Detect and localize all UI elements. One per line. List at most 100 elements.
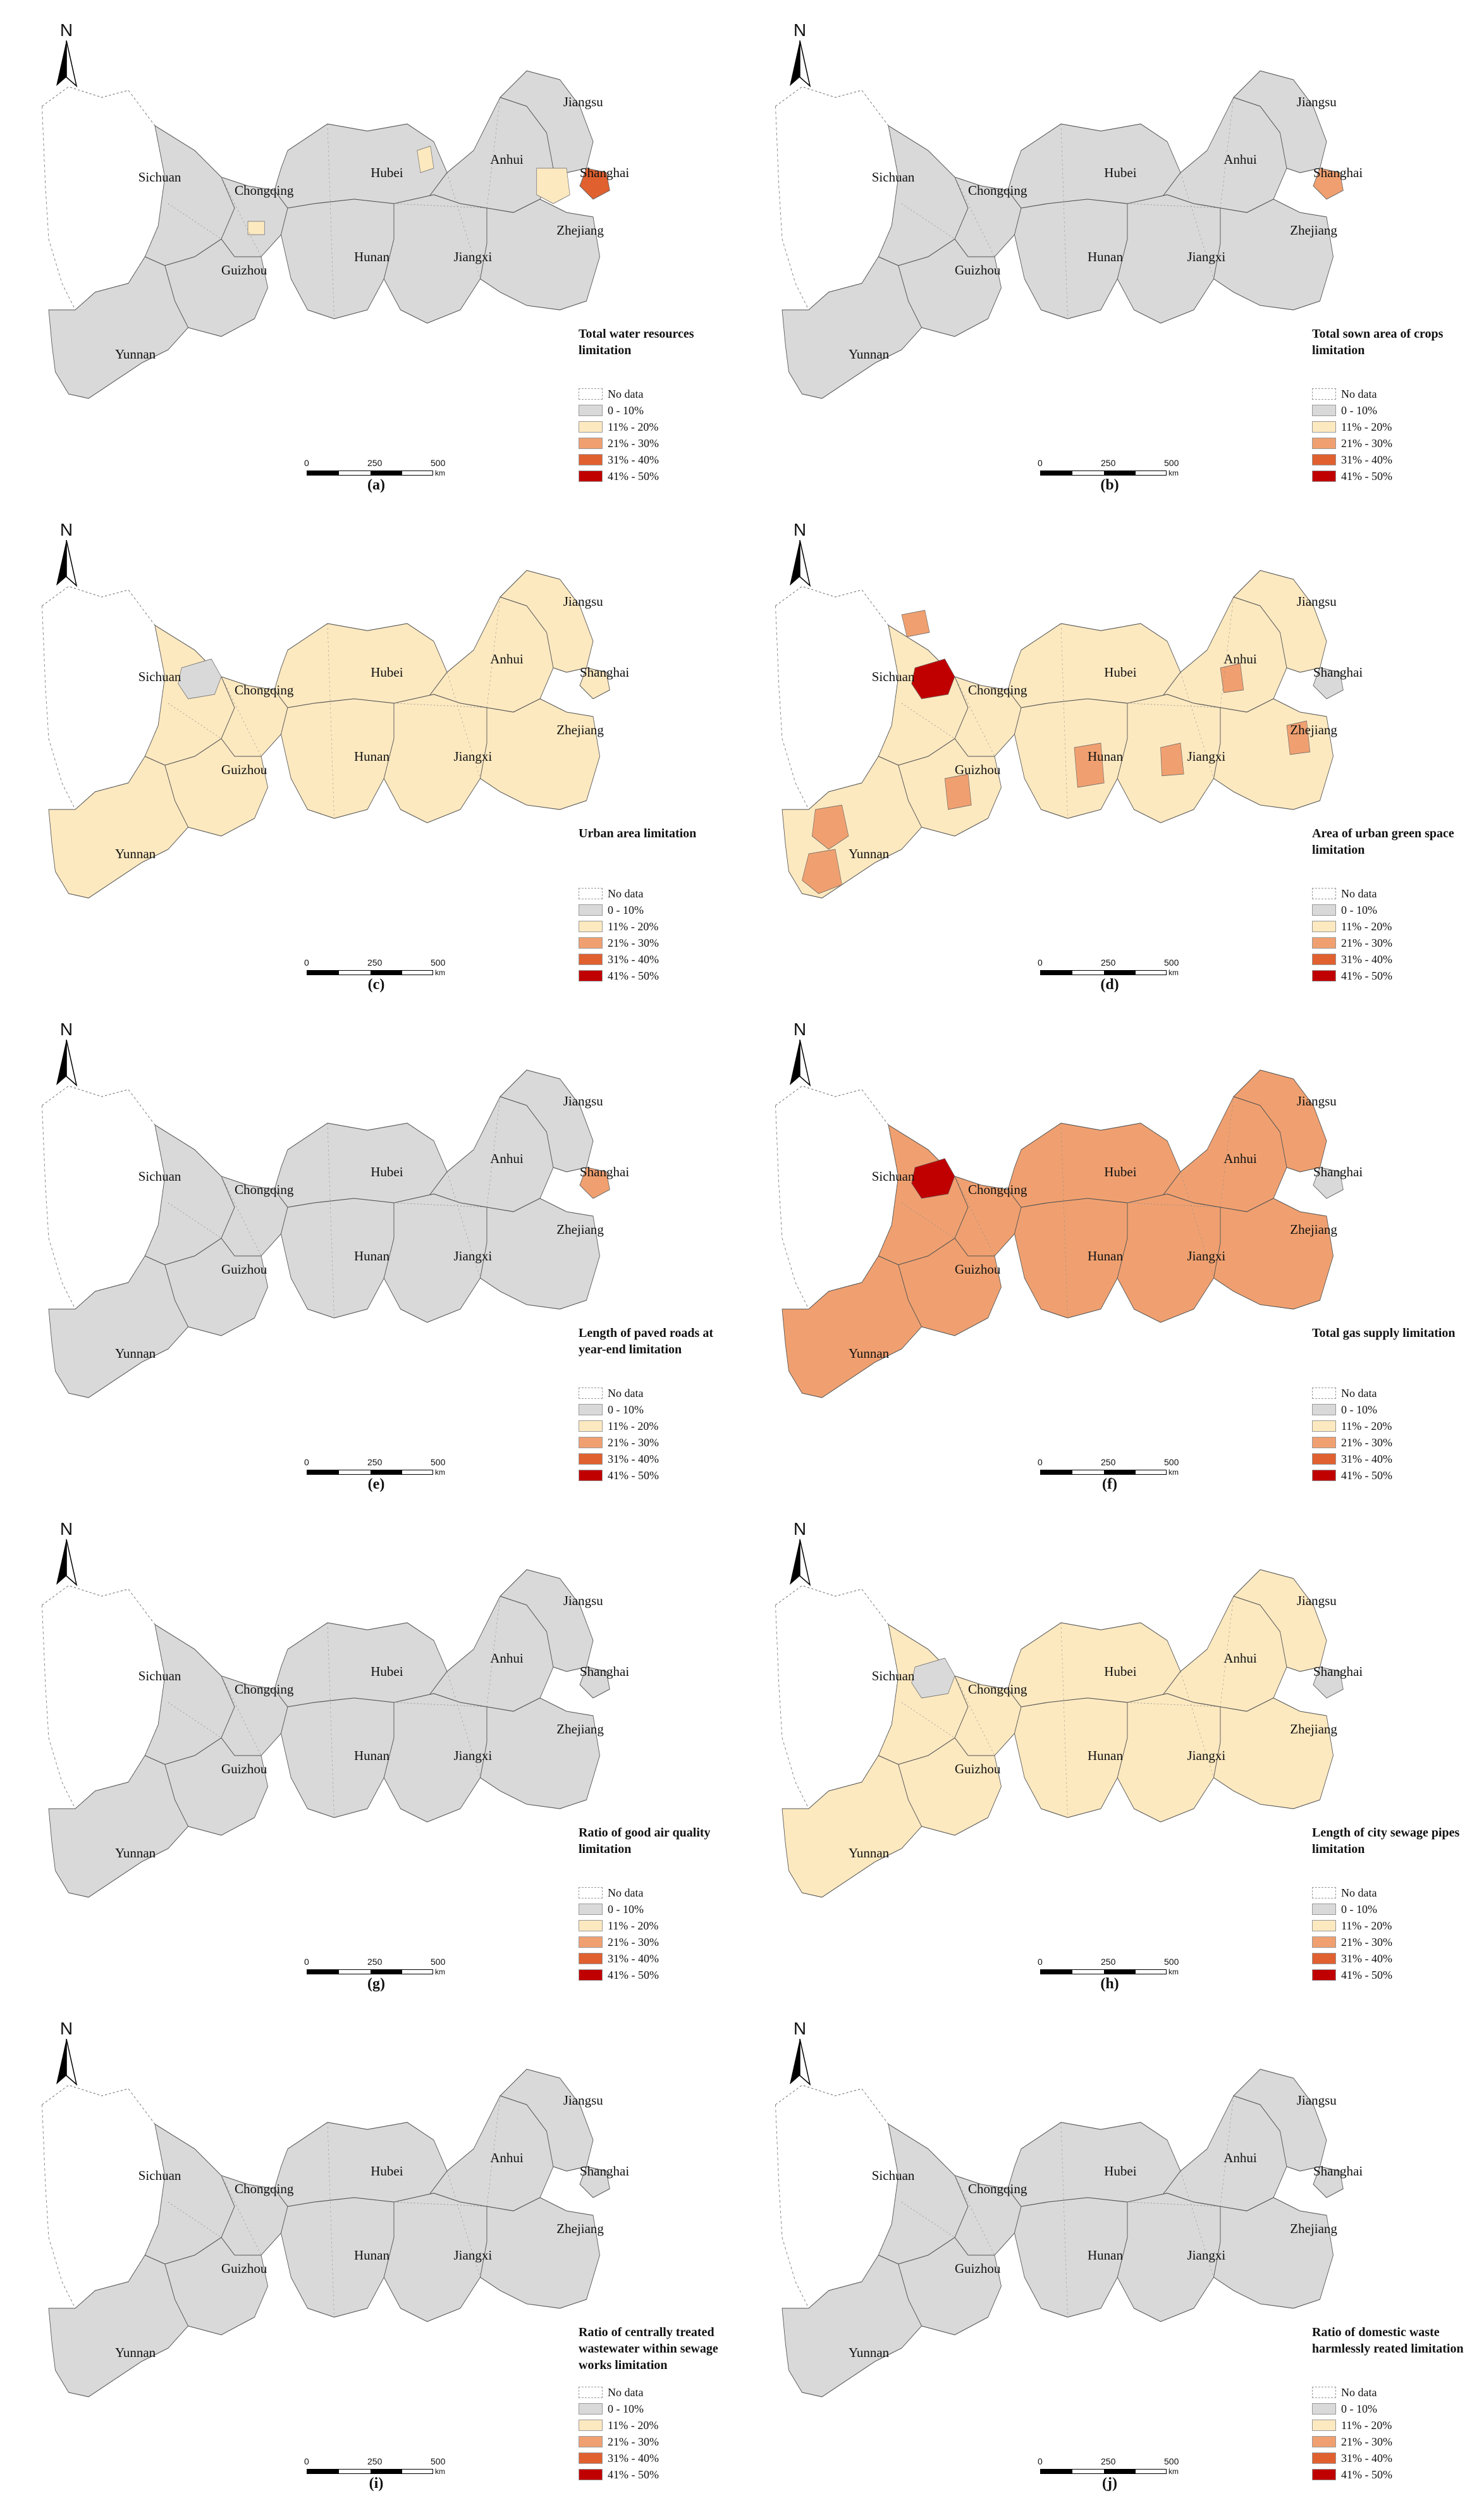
province-label-shanghai: Shanghai [580, 2163, 630, 2179]
legend-item: 21% - 30% [579, 935, 705, 951]
province-label-yunnan: Yunnan [115, 1845, 156, 1861]
north-label: N [793, 1519, 807, 1539]
panel-label: (e) [367, 1476, 385, 1492]
boundary-line [446, 2170, 481, 2278]
choropleth-map [42, 2069, 610, 2397]
legend-swatch [1312, 454, 1336, 465]
scale-tick-label: 250 [367, 1457, 383, 1467]
legend: No data 0 - 10% 11% - 20% 21% - 30% 31% - 40… [579, 1885, 705, 1983]
legend-label: 41% - 50% [608, 1468, 659, 1482]
map-title: Ratio of good air quality limitation [579, 1826, 711, 1856]
legend-swatch [579, 1470, 603, 1481]
choropleth-map [775, 570, 1344, 899]
province-label-guizhou: Guizhou [955, 1761, 1001, 1776]
map-panel: N Sichuan Chongqing Guizhou Yunnan Hubei Hunan… [9, 506, 743, 999]
province-label-guizhou: Guizhou [221, 2261, 267, 2276]
legend-item: 41% - 50% [579, 468, 705, 484]
boundary-line [1060, 1622, 1068, 1818]
scale-tick-label: 500 [431, 957, 446, 968]
highlight-zhejiang-spot [1286, 720, 1311, 755]
panel-label: (g) [367, 1976, 385, 1992]
province-label-guizhou: Guizhou [955, 2261, 1001, 2276]
legend-swatch [1312, 2452, 1336, 2464]
map-title: Ratio of domestic waste harmlessly reate… [1312, 2325, 1464, 2356]
province-label-hubei: Hubei [371, 2163, 403, 2179]
north-arrow: N [47, 1019, 85, 1089]
region-yunnan [48, 1755, 189, 1898]
scale-segment [307, 471, 339, 475]
legend-label: 0 - 10% [608, 403, 644, 417]
province-label-sichuan: Sichuan [138, 1668, 181, 1683]
province-label-zhejiang: Zhejiang [1290, 1721, 1337, 1737]
highlight-guizhou-spot [944, 773, 972, 810]
province-label-sichuan: Sichuan [138, 169, 181, 185]
north-label: N [793, 1019, 807, 1039]
legend-label: 41% - 50% [608, 969, 659, 982]
province-label-hunan: Hunan [1088, 249, 1123, 264]
legend-swatch [1312, 1920, 1336, 1931]
scale-tick-label: 500 [431, 1457, 446, 1467]
region-hunan [281, 2197, 395, 2318]
legend-item: 11% - 20% [1312, 918, 1438, 935]
scale-segment [1104, 1470, 1136, 1474]
province-label-hubei: Hubei [371, 165, 403, 180]
province-label-chongqing: Chongqing [968, 2181, 1027, 2196]
highlight-jiangxi-spot [1160, 742, 1184, 777]
legend-swatch [579, 1953, 603, 1964]
scale-segment [307, 971, 339, 975]
map-panel: N Sichuan Chongqing Guizhou Yunnan Hubei Hunan… [9, 2005, 743, 2498]
province-label-jiangxi: Jiangxi [1187, 1248, 1226, 1264]
province-label-hunan: Hunan [1088, 1248, 1123, 1264]
legend-swatch [1312, 1420, 1336, 1432]
province-label-zhejiang: Zhejiang [1290, 223, 1337, 238]
legend-item: 21% - 30% [579, 1934, 705, 1950]
choropleth-map [775, 1069, 1344, 1398]
map-panel: N Sichuan Chongqing Guizhou Yunnan Hubei Hunan… [743, 1505, 1476, 1998]
province-label-chongqing: Chongqing [968, 682, 1027, 698]
province-label-yunnan: Yunnan [115, 846, 156, 861]
province-label-hubei: Hubei [1104, 1664, 1137, 1679]
legend-label: 21% - 30% [608, 2435, 659, 2448]
region-jiangxi [1117, 1193, 1221, 1323]
legend-swatch [1312, 1953, 1336, 1964]
province-label-jiangsu: Jiangsu [1296, 1093, 1337, 1109]
province-label-hubei: Hubei [1104, 2163, 1137, 2179]
region-zhejiang [480, 698, 600, 810]
province-label-chongqing: Chongqing [968, 1682, 1027, 1697]
boundary-line [1180, 172, 1214, 280]
scale-tick-label: 0 [304, 1957, 309, 1967]
scale-segment [1104, 2470, 1136, 2473]
boundary-line [1220, 2095, 1234, 2207]
province-label-jiangxi: Jiangxi [453, 1748, 493, 1763]
map-title: Total gas supply limitation [1312, 1326, 1456, 1340]
scale-segment [1104, 1970, 1136, 1974]
scale-bar-graphic [307, 970, 433, 975]
legend-item: 11% - 20% [1312, 2417, 1438, 2433]
legend-item: 0 - 10% [1312, 1401, 1438, 1418]
province-label-anhui: Anhui [490, 152, 524, 167]
legend-swatch [579, 2420, 603, 2431]
north-label: N [793, 520, 807, 539]
province-label-zhejiang: Zhejiang [1290, 722, 1337, 737]
map-panel: N Sichuan Chongqing Guizhou Yunnan Hubei Hunan… [9, 1505, 743, 1998]
legend-label: 31% - 40% [608, 2451, 659, 2464]
province-label-hunan: Hunan [354, 749, 389, 764]
scale-segment [1104, 471, 1136, 475]
legend-swatch [1312, 970, 1336, 981]
province-label-hubei: Hubei [371, 1664, 403, 1679]
boundary-line [221, 676, 262, 757]
map-title: Total sown area of crops limitation [1312, 327, 1444, 357]
legend-swatch [579, 954, 603, 965]
north-arrow: N [781, 1019, 819, 1089]
choropleth-map [42, 70, 610, 399]
legend-item: 21% - 30% [1312, 1434, 1438, 1451]
choropleth-map [42, 570, 610, 899]
province-label-yunnan: Yunnan [115, 347, 156, 362]
legend-label: 41% - 50% [608, 2468, 659, 2481]
boundary-line [393, 2201, 488, 2207]
province-label-hunan: Hunan [1088, 749, 1123, 764]
legend-swatch [579, 2403, 603, 2415]
legend: No data 0 - 10% 11% - 20% 21% - 30% 31% - 40… [1312, 1885, 1438, 1983]
north-arrow: N [47, 520, 85, 589]
legend-swatch [579, 2387, 603, 2398]
